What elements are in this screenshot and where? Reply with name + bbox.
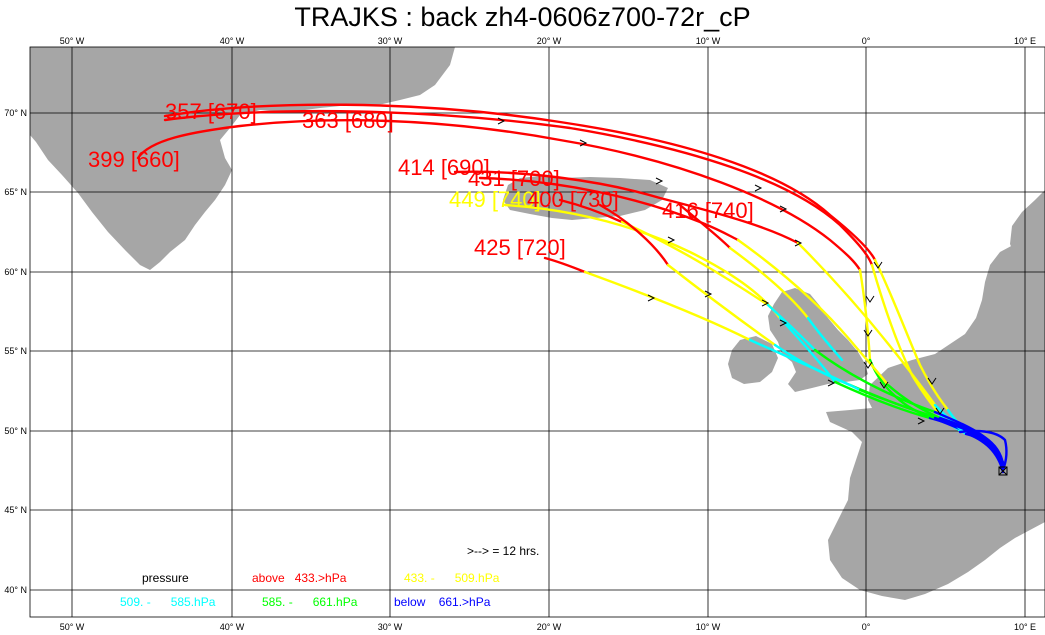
start-label: 416 [740] [662,198,754,223]
lat-label: 70° N [4,108,27,118]
bottom-lon-label: 10° W [696,622,721,632]
trajectory-400 [558,198,1005,467]
map-frame [29,46,1045,618]
top-lon-label: 20° W [537,36,562,46]
time-marker [863,329,873,337]
lat-label: 60° N [4,267,27,277]
graticule [29,46,1045,618]
time-marker [935,407,945,415]
time-marker [761,299,770,307]
start-label: 414 [690] [398,155,490,180]
time-marker [827,379,836,387]
map-title: TRAJKS : back zh4-0606z700-72r_cP [294,2,751,32]
time-marker [873,261,883,269]
time-marker [879,381,889,389]
bottom-lon-label: 0° [862,622,871,632]
time-marker [647,294,656,302]
time-marker [865,295,875,303]
top-lon-label: 30° W [378,36,403,46]
start-label: 363 [680] [302,108,394,133]
trajectories [136,103,1008,474]
time-marker [655,177,664,185]
top-lon-label: 40° W [220,36,245,46]
top-longitude-labels: 50° W 40° W 30° W 20° W 10° W 0° 10° E [60,36,1036,46]
time-marker [779,205,788,213]
time-marker [863,361,873,369]
start-label: 357 [670] [165,99,257,124]
scandinavia-landmass [1010,190,1045,258]
land-layer [30,47,1045,600]
great-britain-landmass [768,288,868,392]
bottom-lon-label: 50° W [60,622,85,632]
legend-interval-note: >--> = 12 hrs. [467,544,539,558]
lat-label: 50° N [4,426,27,436]
time-marker [794,239,803,247]
lat-label: 55° N [4,346,27,356]
top-lon-label: 10° W [696,36,721,46]
time-marker [704,290,713,298]
start-label: 449 [740] [449,187,541,212]
greenland-landmass [30,47,455,270]
legend-range-below-661: below 661.>hPa [394,595,491,609]
legend-range-585-661: 585. - 661.hPa [262,595,358,609]
top-lon-label: 0° [862,36,871,46]
legend-range-433-509: 433. - 509.hPa [404,571,500,585]
time-marker [917,417,926,425]
time-marker [667,236,676,244]
bottom-lon-label: 40° W [220,622,245,632]
top-lon-label: 50° W [60,36,85,46]
top-lon-label: 10° E [1014,36,1036,46]
time-marker [927,377,937,385]
lat-label: 45° N [4,505,27,515]
legend: >--> = 12 hrs. pressure above 433.>hPa 4… [120,544,539,609]
trajectory-425 [543,256,1005,472]
legend-range-above-433: above 433.>hPa [252,571,347,585]
arrival-point-marker[interactable] [998,466,1008,476]
time-marker [497,117,506,125]
start-label: 399 [660] [88,147,180,172]
time-marker [754,184,763,192]
time-marker [579,139,588,147]
trajectory-740-branch [678,203,844,362]
start-labels: 357 [670] 363 [680] 399 [660] 414 [690] … [88,99,754,260]
time-markers [497,117,945,425]
lat-label: 65° N [4,187,27,197]
bottom-longitude-labels: 50° W 40° W 30° W 20° W 10° W 0° 10° E [60,622,1036,632]
legend-range-509-585: 509. - 585.hPa [120,595,216,609]
bottom-lon-label: 20° W [537,622,562,632]
start-label: 400 [730] [527,187,619,212]
latitude-labels: 70° N 65° N 60° N 55° N 50° N 45° N 40° … [4,108,27,595]
start-label: 431 [700] [468,166,560,191]
lat-label: 40° N [4,585,27,595]
time-marker [779,319,788,327]
legend-pressure-title: pressure [142,571,189,585]
start-label: 425 [720] [474,235,566,260]
trajectory-end-loop [958,429,1008,472]
bottom-lon-label: 30° W [378,622,403,632]
bottom-lon-label: 10° E [1014,622,1036,632]
